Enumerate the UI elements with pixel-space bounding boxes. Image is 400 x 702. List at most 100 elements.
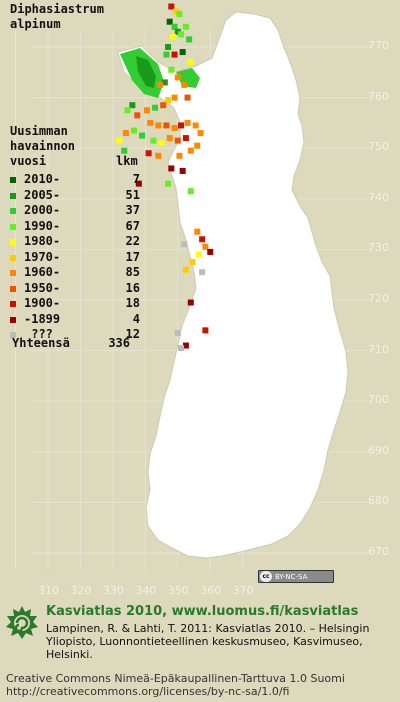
footer-title[interactable]: Kasviatlas 2010, www.luomus.fi/kasviatla… [46, 604, 359, 619]
observation-square [169, 33, 176, 40]
x-tick-label: 350 [167, 584, 189, 597]
legend-row: -1899 4 [10, 312, 140, 328]
distribution-map: Diphasiastrum alpinum Uusimman havainnon… [10, 2, 389, 597]
observation-square [166, 135, 173, 142]
legend-count: 18 [125, 296, 140, 310]
observation-square [174, 137, 181, 144]
observation-square [161, 79, 168, 86]
license-url[interactable]: http://creativecommons.org/licenses/by-n… [6, 685, 290, 698]
legend-count-header: lkm [116, 154, 138, 168]
observation-square [166, 18, 173, 25]
observation-square [134, 112, 141, 119]
observation-square [176, 152, 183, 159]
x-tick-label: 330 [102, 584, 124, 597]
legend-count: 67 [125, 218, 140, 233]
x-tick-label: 340 [135, 584, 157, 597]
legend-row: 2000- 37 [10, 203, 140, 219]
legend-row: 1900- 18 [10, 296, 140, 312]
observation-square [171, 51, 178, 58]
observation-square [150, 137, 157, 144]
observation-square [189, 259, 196, 266]
observation-square [143, 107, 150, 114]
legend-row: 1980- 22 [10, 234, 140, 250]
y-tick-label: 770 [368, 39, 389, 52]
observation-square [155, 122, 162, 129]
observation-square [194, 142, 201, 149]
observation-square [168, 165, 175, 172]
legend-total: Yhteensä 336 [12, 336, 130, 351]
observation-square [199, 269, 206, 276]
observation-square [135, 180, 142, 187]
cc-icon: cc [260, 571, 272, 582]
legend-count: 51 [125, 187, 140, 202]
observation-square [187, 147, 194, 154]
cc-license-badge[interactable]: cc BY-NC-SA [258, 570, 334, 583]
legend-label: 2005- [24, 187, 61, 202]
observation-square [145, 150, 152, 157]
y-tick-label: 670 [368, 545, 389, 558]
license-text: Creative Commons Nimeä-Epäkaupallinen-Ta… [6, 672, 398, 698]
legend-label: 2000- [24, 203, 61, 217]
license-line-1: Creative Commons Nimeä-Epäkaupallinen-Ta… [6, 672, 345, 685]
x-tick-label: 320 [70, 584, 92, 597]
observation-square [195, 251, 202, 258]
legend-count: 17 [125, 249, 140, 264]
observation-square [197, 130, 204, 137]
legend-label: 1950- [24, 280, 61, 295]
observation-square [165, 180, 172, 187]
y-tick-label: 700 [368, 393, 389, 407]
finland-outline [117, 11, 349, 559]
y-tick-label: 720 [368, 292, 389, 305]
observation-square [179, 167, 186, 174]
legend-label: -1899 [24, 311, 61, 326]
observation-square [207, 248, 214, 255]
legend: 2010- 7 2005- 51 2000- 37 1990- 67 1980- 22 1970- 1… [10, 172, 140, 343]
legend-swatch [10, 254, 16, 261]
legend-swatch [10, 285, 16, 292]
observation-square [152, 104, 159, 111]
legend-label: 1900- [24, 296, 61, 310]
observation-square [168, 66, 175, 73]
legend-count: 85 [125, 265, 140, 279]
legend-heading: Uusimman havainnon vuosi lkm [10, 124, 138, 168]
observation-square [174, 329, 181, 336]
legend-row: 1970- 17 [10, 250, 140, 266]
legend-count: 7 [132, 172, 140, 186]
observation-square [187, 188, 194, 195]
observation-square [121, 147, 128, 154]
observation-square [179, 49, 186, 56]
kasviatlas-logo-icon [6, 606, 38, 639]
observation-square [174, 28, 181, 35]
observation-square [186, 36, 193, 43]
total-label: Yhteensä [12, 336, 70, 350]
legend-row: 1990- 67 [10, 219, 140, 235]
observation-square [184, 119, 191, 126]
observation-square [139, 132, 146, 139]
y-tick-label: 750 [368, 140, 389, 154]
observation-square [156, 81, 163, 88]
observation-square [192, 122, 199, 129]
y-tick-label: 690 [368, 443, 389, 457]
observation-square [178, 122, 185, 129]
observation-square [171, 124, 178, 131]
legend-count: 22 [125, 234, 140, 248]
observation-square [130, 127, 137, 134]
legend-label: 1990- [24, 218, 61, 233]
legend-swatch [10, 316, 16, 323]
x-tick-label: 370 [232, 584, 254, 597]
finland-map [15, 3, 370, 570]
y-tick-label: 680 [368, 494, 389, 508]
legend-count: 37 [125, 203, 140, 217]
x-tick-label: 310 [38, 584, 59, 597]
observation-square [171, 23, 178, 30]
legend-row: ??? 12 [10, 327, 140, 343]
observation-square [178, 345, 185, 352]
legend-swatch [10, 332, 16, 338]
observation-square [155, 152, 162, 159]
legend-count: 4 [132, 311, 140, 326]
x-tick-label: 360 [200, 584, 222, 597]
license-terms: BY-NC-SA [275, 573, 308, 581]
y-tick-label: 760 [368, 89, 389, 103]
legend-label: 2010- [24, 172, 61, 186]
legend-swatch [10, 239, 16, 245]
